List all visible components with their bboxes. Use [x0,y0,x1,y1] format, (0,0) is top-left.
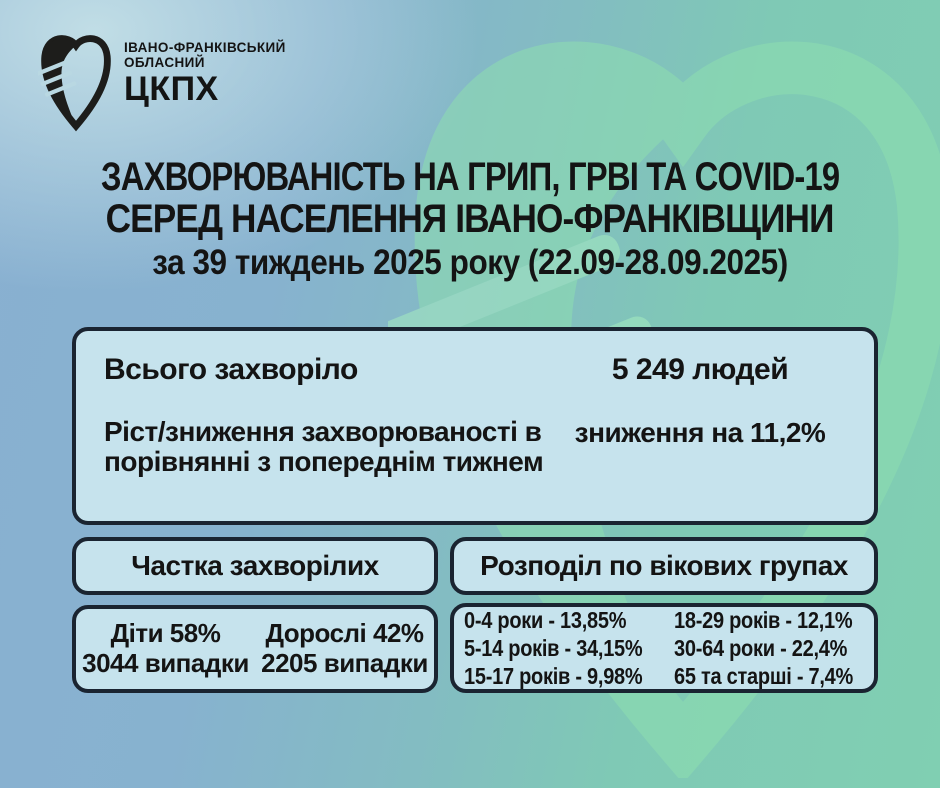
age-groups-column-1: 0-4 роки - 13,85% 5-14 років - 34,15% 15… [464,606,674,691]
page-title-subtitle: за 39 тиждень 2025 року (22.09-28.09.202… [152,243,788,282]
org-heart-logo-icon [38,35,111,132]
org-name: ІВАНО-ФРАНКІВСЬКИЙ ОБЛАСНИЙ ЦКПХ [124,40,286,106]
adults-share-label: Дорослі 42% [265,618,424,649]
total-row: Всього захворіло 5 249 людей [104,353,850,387]
age-group-0-4: 0-4 роки - 13,85% [464,606,627,633]
age-groups-header-box: Розподіл по вікових групах [450,537,878,595]
share-header: Частка захворілих [131,550,379,581]
org-logo-block: ІВАНО-ФРАНКІВСЬКИЙ ОБЛАСНИЙ ЦКПХ [38,30,286,134]
trend-value: зниження на 11,2% [574,417,826,448]
org-abbr: ЦКПХ [124,70,219,109]
trend-label: Ріст/зниження захворюваності в порівнянн… [104,416,544,477]
page-title-line1: ЗАХВОРЮВАНІСТЬ НА ГРИП, ГРВІ ТА COVID-19 [100,155,840,199]
age-group-5-14: 5-14 років - 34,15% [464,634,643,661]
org-name-line2: ОБЛАСНИЙ [124,55,205,71]
page-title-line2: СЕРЕД НАСЕЛЕННЯ ІВАНО-ФРАНКІВЩИНИ [106,197,835,241]
org-name-line1: ІВАНО-ФРАНКІВСЬКИЙ [124,40,286,55]
adults-share: Дорослі 42% 2205 випадки [255,618,434,679]
age-groups-header: Розподіл по вікових групах [480,550,848,581]
children-share: Діти 58% 3044 випадки [76,618,255,679]
total-value: 5 249 людей [611,353,789,386]
age-group-30-64: 30-64 роки - 22,4% [673,634,848,661]
age-groups-column-2: 18-29 років - 12,1% 30-64 роки - 22,4% 6… [674,606,869,691]
page-title: ЗАХВОРЮВАНІСТЬ НА ГРИП, ГРВІ ТА COVID-19… [0,156,940,286]
share-header-box: Частка захворілих [72,537,438,595]
total-label: Всього захворіло [104,353,358,386]
age-group-18-29: 18-29 років - 12,1% [673,606,853,633]
age-groups-box: 0-4 роки - 13,85% 5-14 років - 34,15% 15… [450,603,878,693]
children-share-cases: 3044 випадки [82,648,249,678]
trend-row: Ріст/зниження захворюваності в порівнянн… [104,417,850,477]
share-box: Діти 58% 3044 випадки Дорослі 42% 2205 в… [72,605,438,693]
summary-box: Всього захворіло 5 249 людей Ріст/знижен… [72,327,878,525]
age-group-65-plus: 65 та старші - 7,4% [673,663,853,690]
age-group-15-17: 15-17 років - 9,98% [464,663,643,690]
children-share-label: Діти 58% [110,618,221,649]
adults-share-cases: 2205 випадки [261,648,428,678]
